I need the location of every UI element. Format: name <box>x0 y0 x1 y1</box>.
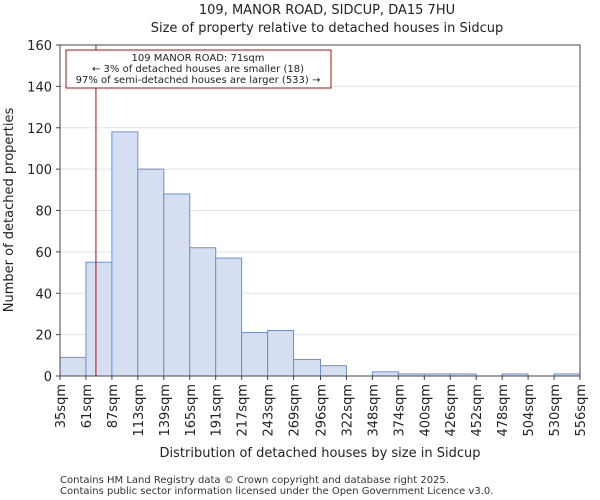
x-tick-label: 296sqm <box>314 384 329 437</box>
chart-title-line-2: Size of property relative to detached ho… <box>151 21 504 36</box>
x-tick-label: 504sqm <box>522 384 537 437</box>
x-tick-label: 348sqm <box>366 384 381 437</box>
annotation-box: 109 MANOR ROAD: 71sqm ← 3% of detached h… <box>65 49 332 89</box>
histogram-bar <box>267 329 295 377</box>
x-tick-label: 139sqm <box>158 384 173 437</box>
x-tick-label: 191sqm <box>210 384 225 437</box>
bars <box>59 131 581 377</box>
footer-line-1: Contains HM Land Registry data © Crown c… <box>60 475 449 486</box>
histogram-bar <box>163 193 191 377</box>
y-tick-label: 60 <box>35 246 52 261</box>
x-tick-label: 530sqm <box>548 384 563 437</box>
histogram-bar <box>189 247 217 377</box>
y-tick-label: 0 <box>44 370 52 385</box>
x-tick-label: 217sqm <box>236 384 251 437</box>
histogram-bar <box>319 365 347 377</box>
histogram-bar <box>111 131 139 377</box>
histogram-bar <box>85 261 113 377</box>
x-tick-label: 269sqm <box>288 384 303 437</box>
y-tick-label: 100 <box>27 163 52 178</box>
x-tick-label: 87sqm <box>106 384 121 428</box>
histogram-bar <box>241 332 269 377</box>
x-axis-label: Distribution of detached houses by size … <box>160 446 481 461</box>
x-tick-label: 400sqm <box>418 384 433 437</box>
annotation-line-2: ← 3% of detached houses are smaller (18) <box>92 64 304 75</box>
y-tick-label: 20 <box>35 329 52 344</box>
annotation-frame <box>65 49 332 89</box>
annotation-line-3: 97% of semi-detached houses are larger (… <box>76 75 321 86</box>
y-tick-label: 140 <box>27 80 52 95</box>
histogram-bar <box>137 168 165 377</box>
x-tick-label: 426sqm <box>444 384 459 437</box>
x-tick-label: 165sqm <box>184 384 199 437</box>
histogram-bar <box>59 356 87 377</box>
x-tick-label: 35sqm <box>54 384 69 428</box>
x-tick-label: 478sqm <box>496 384 511 437</box>
histogram-bar <box>371 371 399 377</box>
y-tick-label: 40 <box>35 287 52 302</box>
x-tick-label: 452sqm <box>470 384 485 437</box>
x-tick-label: 113sqm <box>132 384 147 437</box>
x-tick-label: 322sqm <box>340 384 355 437</box>
x-tick-label: 556sqm <box>574 384 589 437</box>
y-axis-label: Number of detached properties <box>2 108 17 313</box>
footer-line-2: Contains public sector information licen… <box>60 486 493 497</box>
x-tick-label: 374sqm <box>392 384 407 437</box>
histogram-bar <box>215 257 243 377</box>
chart-title-line-1: 109, MANOR ROAD, SIDCUP, DA15 7HU <box>199 3 455 18</box>
x-tick-label: 61sqm <box>80 384 95 428</box>
x-axis-ticks: 35sqm 61sqm 87sqm 113sqm 139sqm 165sqm 191sqm 2… <box>54 376 589 437</box>
y-axis-ticks: 0 20 40 60 80 100 120 140 160 <box>27 39 60 385</box>
x-tick-label: 243sqm <box>262 384 277 437</box>
y-tick-label: 160 <box>27 39 52 54</box>
y-tick-label: 120 <box>27 122 52 137</box>
y-tick-label: 80 <box>35 205 52 220</box>
histogram-bar <box>293 358 321 377</box>
annotation-line-1: 109 MANOR ROAD: 71sqm <box>132 53 265 64</box>
